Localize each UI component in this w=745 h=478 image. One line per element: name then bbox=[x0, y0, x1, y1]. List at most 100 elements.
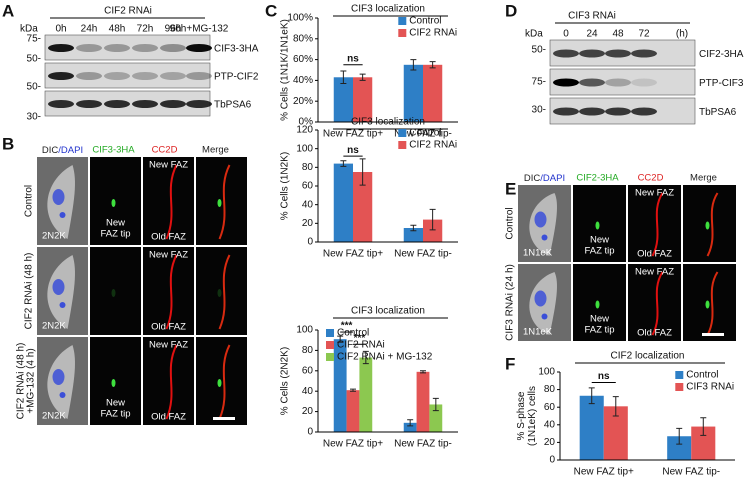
blot-title: CIF2 RNAi bbox=[104, 6, 152, 17]
annot: Old FAZ bbox=[151, 232, 186, 243]
annot: Old FAZ bbox=[637, 249, 672, 260]
panel-letter: A bbox=[2, 1, 14, 20]
panel-letter: F bbox=[505, 354, 515, 373]
x-tick-label: New FAZ tip- bbox=[662, 467, 720, 478]
bar bbox=[403, 64, 423, 122]
annotation: ns bbox=[598, 371, 610, 382]
band bbox=[104, 72, 130, 80]
band bbox=[132, 100, 158, 108]
bar bbox=[423, 219, 443, 242]
error-bar bbox=[410, 224, 417, 232]
column-header: Merge bbox=[202, 145, 229, 156]
signal bbox=[111, 379, 116, 387]
header-part: DIC bbox=[524, 173, 541, 184]
row-label: +MG-132 (4 h) bbox=[26, 348, 37, 413]
band bbox=[579, 49, 605, 58]
stage-label: 2N2K bbox=[42, 411, 66, 422]
y-tick-label: 100 bbox=[296, 325, 313, 336]
band bbox=[553, 107, 579, 116]
legend-label: CIF2 RNAi bbox=[409, 28, 457, 39]
annot: New bbox=[106, 398, 125, 409]
signal bbox=[111, 289, 116, 297]
band bbox=[104, 100, 130, 108]
y-tick-label: 120 bbox=[296, 125, 313, 136]
kda-marker: 50- bbox=[27, 82, 41, 93]
row-label: PTP-CIF3 bbox=[699, 78, 744, 89]
legend-label: Control bbox=[686, 370, 718, 381]
annotation: *** bbox=[341, 321, 353, 332]
bar bbox=[346, 390, 360, 432]
lane-label: 0h bbox=[55, 24, 66, 35]
row-label: Control bbox=[24, 185, 35, 217]
band bbox=[76, 72, 102, 80]
error-bar bbox=[410, 59, 417, 71]
legend-swatch bbox=[675, 383, 684, 391]
y-tick-label: 0 bbox=[307, 427, 313, 438]
y-tick-label: 40% bbox=[293, 75, 313, 86]
annot: FAZ tip bbox=[584, 246, 614, 257]
kinetoplast bbox=[59, 392, 66, 398]
bar bbox=[579, 395, 604, 460]
faz bbox=[706, 192, 719, 257]
band bbox=[631, 49, 657, 58]
row-label: CIF2-3HA bbox=[699, 49, 744, 60]
y-tick-label: 40 bbox=[302, 199, 314, 210]
error-bar bbox=[429, 61, 436, 69]
lane-label: 0 bbox=[563, 29, 569, 40]
band bbox=[160, 100, 186, 108]
y-axis-label: (1N1eK) cells bbox=[527, 386, 538, 446]
bar bbox=[333, 163, 353, 242]
faz bbox=[218, 254, 231, 330]
row-label: PTP-CIF2 bbox=[214, 72, 259, 83]
y-tick-label: 80 bbox=[544, 384, 556, 395]
blot-title: CIF3 RNAi bbox=[568, 11, 616, 22]
micrograph bbox=[90, 157, 141, 245]
error-bar bbox=[429, 208, 436, 231]
column-header: Merge bbox=[690, 173, 717, 184]
faz bbox=[651, 192, 664, 257]
legend-swatch bbox=[398, 129, 407, 137]
error-bar bbox=[350, 388, 356, 392]
signal bbox=[217, 379, 222, 387]
signal bbox=[595, 221, 600, 230]
error-bar bbox=[700, 417, 707, 436]
y-axis-label: % Cells (1N1K/1N1eK) bbox=[280, 19, 291, 121]
y-tick-label: 80% bbox=[293, 33, 313, 44]
annotation: ns bbox=[347, 53, 359, 64]
legend-swatch bbox=[398, 17, 407, 25]
y-tick-label: 20 bbox=[544, 437, 556, 448]
scale-bar bbox=[213, 417, 235, 420]
band bbox=[553, 49, 579, 58]
y-tick-label: 20% bbox=[293, 96, 313, 107]
row-label: TbPSA6 bbox=[214, 100, 252, 111]
micrograph bbox=[90, 337, 141, 425]
legend-label: CIF2 RNAi bbox=[337, 340, 385, 351]
row-label: CIF3-3HA bbox=[214, 44, 259, 55]
error-bar bbox=[359, 73, 366, 81]
error-bar bbox=[588, 387, 595, 405]
stage-label: 2N2K bbox=[42, 321, 66, 332]
faz bbox=[651, 271, 664, 336]
y-tick-label: 0 bbox=[307, 237, 313, 248]
error-bar bbox=[340, 70, 347, 85]
error-bar bbox=[359, 158, 366, 186]
bar bbox=[403, 228, 423, 242]
annot: Old FAZ bbox=[151, 412, 186, 423]
chart-title: CIF3 localization bbox=[351, 117, 425, 128]
y-tick-label: 60 bbox=[302, 365, 314, 376]
annot: New bbox=[590, 235, 609, 246]
kda-marker: 50- bbox=[532, 45, 546, 56]
faz bbox=[165, 164, 178, 240]
panel-letter: E bbox=[505, 179, 516, 198]
lane-label: 96h bbox=[165, 24, 182, 35]
column-header: CC2D bbox=[638, 173, 664, 184]
x-tick-label: New FAZ tip+ bbox=[574, 467, 634, 478]
kda-marker: 30- bbox=[532, 105, 546, 116]
x-tick-label: New FAZ tip- bbox=[394, 129, 452, 140]
annot: FAZ tip bbox=[100, 409, 130, 420]
row-label: TbPSA6 bbox=[699, 107, 737, 118]
annot: Old FAZ bbox=[637, 328, 672, 339]
y-tick-label: 60 bbox=[544, 402, 556, 413]
legend-swatch bbox=[326, 353, 334, 361]
band bbox=[631, 78, 657, 87]
